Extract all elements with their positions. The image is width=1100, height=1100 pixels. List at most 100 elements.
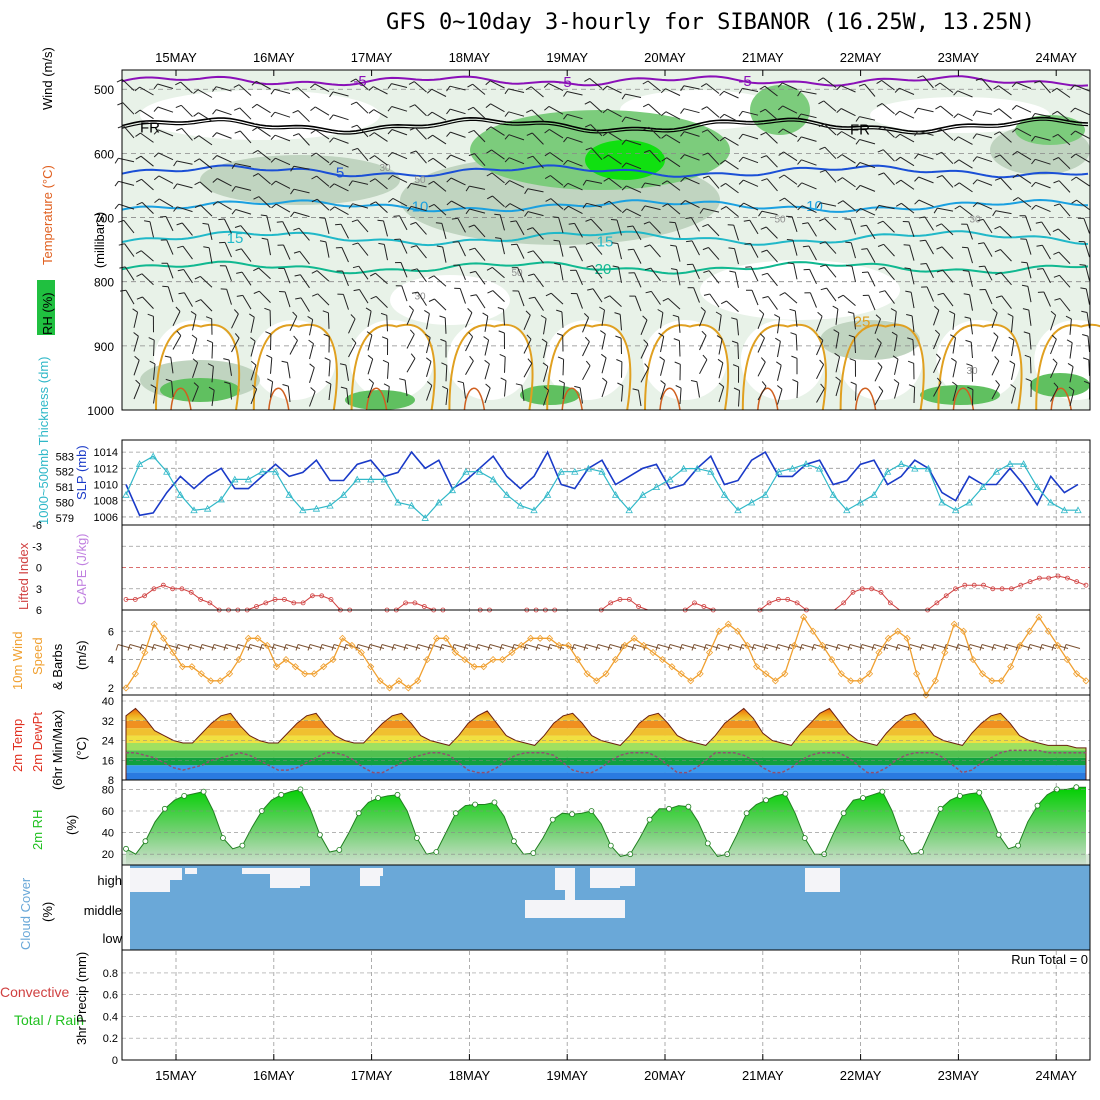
wind-barb [240,225,252,239]
wind-barb-feather [760,357,766,363]
wind10m-barb-feather [547,644,551,651]
wind10m-barb [1065,644,1081,649]
wind-barb-feather [387,152,393,158]
wind-barb-feather [250,360,257,366]
wind-barb [726,300,739,312]
panel-frame [121,439,1091,526]
rh-axis-label: RH (%) [40,292,55,335]
thickness-marker [176,490,185,498]
wind-barb [608,200,622,212]
wind-barb [667,203,681,215]
rh-marker [840,810,847,817]
li-marker [841,600,847,606]
wind-barb [783,174,798,185]
wind-barb-feather [1082,334,1089,337]
rh-line [125,786,1086,857]
wind10m-axis-label: 10m Wind [10,631,25,690]
wind-barb [607,108,622,118]
wind-barb-feather [602,131,609,137]
thickness-tick-label: 583 [56,451,74,463]
wind-barb [582,341,590,357]
wind-barb-feather [937,292,944,296]
rh-tick-label: 40 [102,828,114,840]
wind10m-barb-feather [223,644,227,651]
wind-barb-feather [135,132,141,137]
wind-barb-feather [525,310,531,316]
wind-barb-feather [207,363,214,367]
wind-barb [567,159,583,167]
wind-barb [666,180,681,191]
wind-barb [634,272,642,288]
wind-barb [924,216,934,231]
wind-barb-feather [469,355,474,362]
wind-barb-feather [779,292,786,296]
rh-marker [530,850,537,856]
wind-barb-feather [563,159,568,166]
rh-marker [549,816,556,823]
wind-barb-feather [176,222,183,226]
contour-label: 50 [774,215,786,226]
wind10m-marker [564,641,572,649]
wind-barb [141,273,154,286]
temp-band-hot [126,708,1086,721]
wind-barb-feather [720,300,727,305]
wind-barb-feather [234,107,240,111]
wind10m-barb [189,644,205,649]
wind-barb-feather [329,114,334,120]
wind-barb-feather [1052,228,1059,233]
wind10m-barb [441,644,457,649]
thickness-marker [625,506,633,514]
wind-barb-feather [894,87,900,93]
wind10m-barb [681,644,697,649]
wind-barb-feather [504,134,510,140]
wind-barb [358,265,369,280]
wind10m-marker [753,663,761,671]
wind10m-barb-feather [439,644,443,651]
wind-barb-feather [543,83,549,88]
wind-barb-feather [661,134,667,139]
wind-barb-feather [717,358,724,364]
wind-barb [1083,218,1090,234]
wind-barb [1085,288,1090,305]
wind-barb-feather [388,198,394,203]
wind-barb [257,150,271,161]
wind-barb-feather [789,308,796,312]
wind-barb-feather [310,129,316,134]
wind-barb-feather [365,307,372,312]
wind-barb [859,139,876,145]
wind-barb [1059,203,1071,217]
wind-barb-feather [408,305,414,311]
wind-barb-feather [762,296,769,299]
wind-barb-feather [914,176,919,182]
thickness-marker [720,490,729,498]
wind-barb-feather [410,150,417,154]
li-marker [953,586,958,592]
wind-barb [592,265,603,279]
wind-barb-feather [253,196,260,200]
wind-barb-feather [670,244,677,247]
thickness-marker [217,495,225,503]
wind-barb [899,133,915,143]
wind-barb-feather [212,178,218,183]
wind-barb [601,381,608,398]
wind-barb [707,129,720,142]
wind-barb [1074,84,1090,92]
wind-barb-feather [855,139,860,145]
wind-barb-feather [995,272,1002,276]
wind-barb [399,215,408,231]
wind10m-barb-feather [667,644,671,651]
wind-barb-feather [779,197,785,202]
wind-barb [922,75,934,89]
wind-barb-feather [1012,197,1019,202]
wind-barb [433,204,447,216]
wind-barb-feather [855,185,861,191]
wind-barb [241,271,252,286]
wind-barb [911,315,915,332]
wind-barb [543,342,548,359]
wind10m-barb-feather [739,644,743,651]
wind-barb-feather [494,213,501,216]
wind-barb-feather [153,175,160,181]
wind-barb-feather [674,361,681,365]
wind-barb [228,359,232,376]
wind-barb-feather [738,88,743,94]
